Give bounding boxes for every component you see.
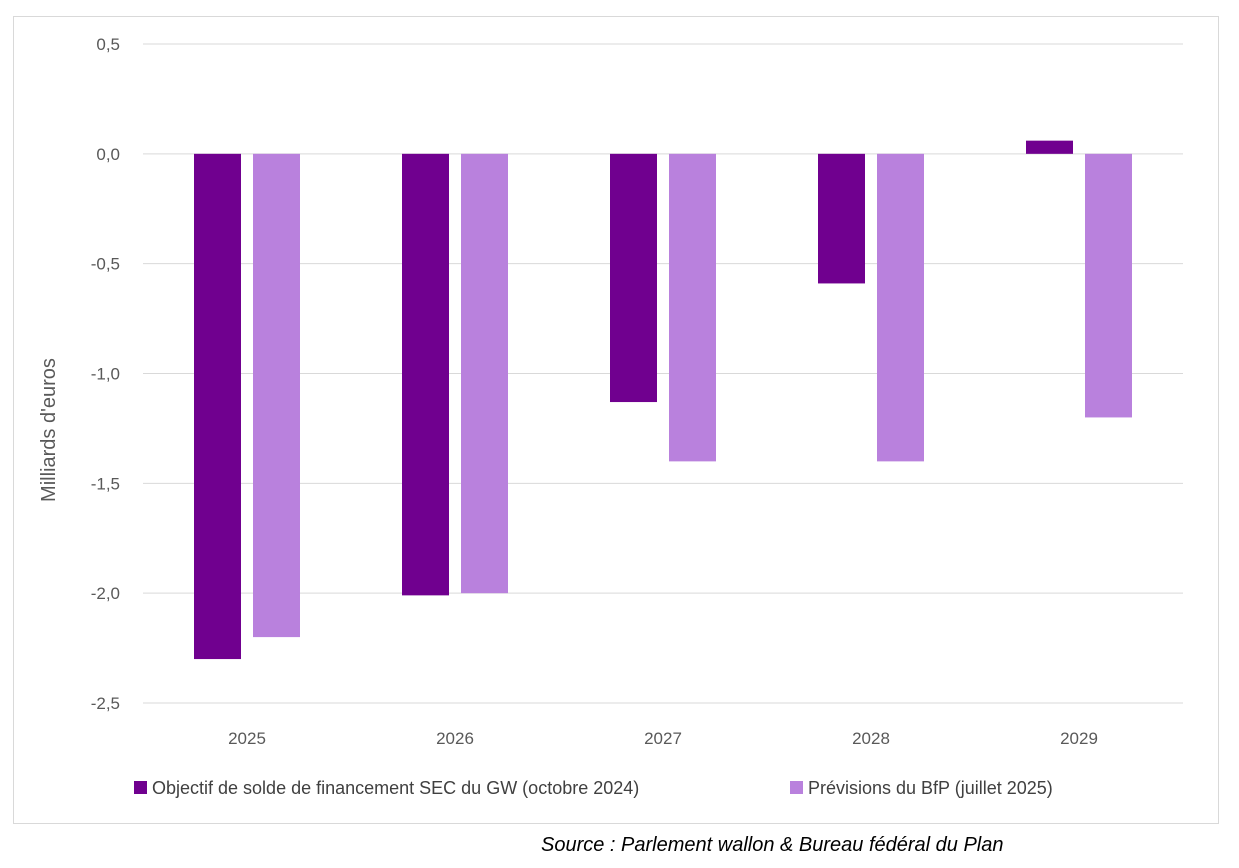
bar-2025-series-1 (194, 153, 241, 660)
bar-2028-series-2 (877, 153, 924, 462)
bar-2029-series-2 (1085, 153, 1132, 418)
y-tick-label: -2,5 (91, 694, 120, 713)
bar-2027-series-1 (610, 153, 657, 403)
grid-lines (143, 43, 1183, 704)
legend-swatch-series-2 (790, 781, 803, 794)
y-tick-label: 0,0 (96, 145, 120, 164)
legend: Objectif de solde de financement SEC du … (134, 778, 1053, 798)
x-axis-ticks: 2025 2026 2027 2028 2029 (228, 729, 1098, 748)
bar-2027-series-2 (669, 153, 716, 462)
bars (194, 140, 1132, 660)
y-tick-label: -0,5 (91, 255, 120, 274)
source-note: Source : Parlement wallon & Bureau fédér… (541, 834, 1004, 856)
bar-2026-series-2 (461, 153, 508, 594)
bar-2028-series-1 (818, 153, 865, 284)
y-axis-ticks: 0,5 0,0 -0,5 -1,0 -1,5 -2,0 -2,5 (91, 35, 120, 713)
x-tick-label: 2025 (228, 729, 266, 748)
y-tick-label: -2,0 (91, 584, 120, 603)
bar-2025-series-2 (253, 153, 300, 638)
x-tick-label: 2027 (644, 729, 682, 748)
y-axis-title: Milliards d'euros (38, 358, 60, 502)
y-tick-label: -1,5 (91, 474, 120, 493)
y-tick-label: -1,0 (91, 365, 120, 384)
x-tick-label: 2026 (436, 729, 474, 748)
y-tick-label: 0,5 (96, 35, 120, 54)
bar-2026-series-1 (402, 153, 449, 596)
x-tick-label: 2029 (1060, 729, 1098, 748)
x-tick-label: 2028 (852, 729, 890, 748)
legend-swatch-series-1 (134, 781, 147, 794)
legend-label-series-1: Objectif de solde de financement SEC du … (152, 778, 639, 798)
legend-label-series-2: Prévisions du BfP (juillet 2025) (808, 778, 1053, 798)
bar-2029-series-1 (1026, 140, 1073, 154)
